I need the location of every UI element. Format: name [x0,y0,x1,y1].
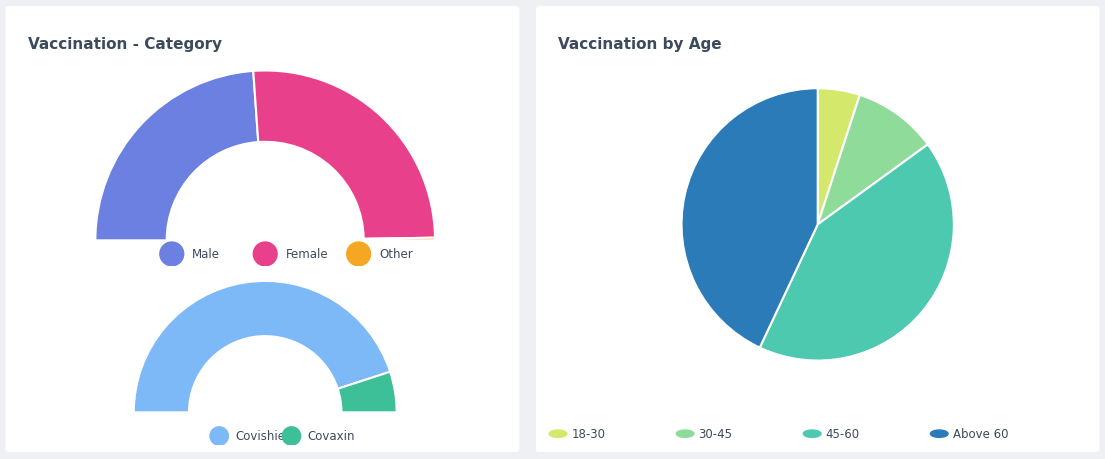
Wedge shape [818,95,928,225]
Text: Vaccination - Category: Vaccination - Category [28,37,222,52]
Text: Male: Male [192,248,220,261]
Wedge shape [818,89,860,225]
Wedge shape [338,372,397,413]
Wedge shape [134,281,390,413]
Wedge shape [364,238,435,241]
Text: Covaxin: Covaxin [307,430,355,442]
Text: Other: Other [379,248,413,261]
Text: 18-30: 18-30 [571,427,606,440]
Wedge shape [253,71,435,239]
Circle shape [347,242,370,266]
Circle shape [282,427,301,445]
Circle shape [160,242,183,266]
Text: 30-45: 30-45 [698,427,733,440]
Wedge shape [760,145,954,361]
Circle shape [210,427,229,445]
Circle shape [253,242,277,266]
Text: Vaccination by Age: Vaccination by Age [558,37,722,52]
Wedge shape [95,72,259,241]
Text: Above 60: Above 60 [953,427,1008,440]
Text: 45-60: 45-60 [825,427,860,440]
Text: Female: Female [285,248,328,261]
Text: Covishield: Covishield [235,430,296,442]
Wedge shape [682,89,818,348]
